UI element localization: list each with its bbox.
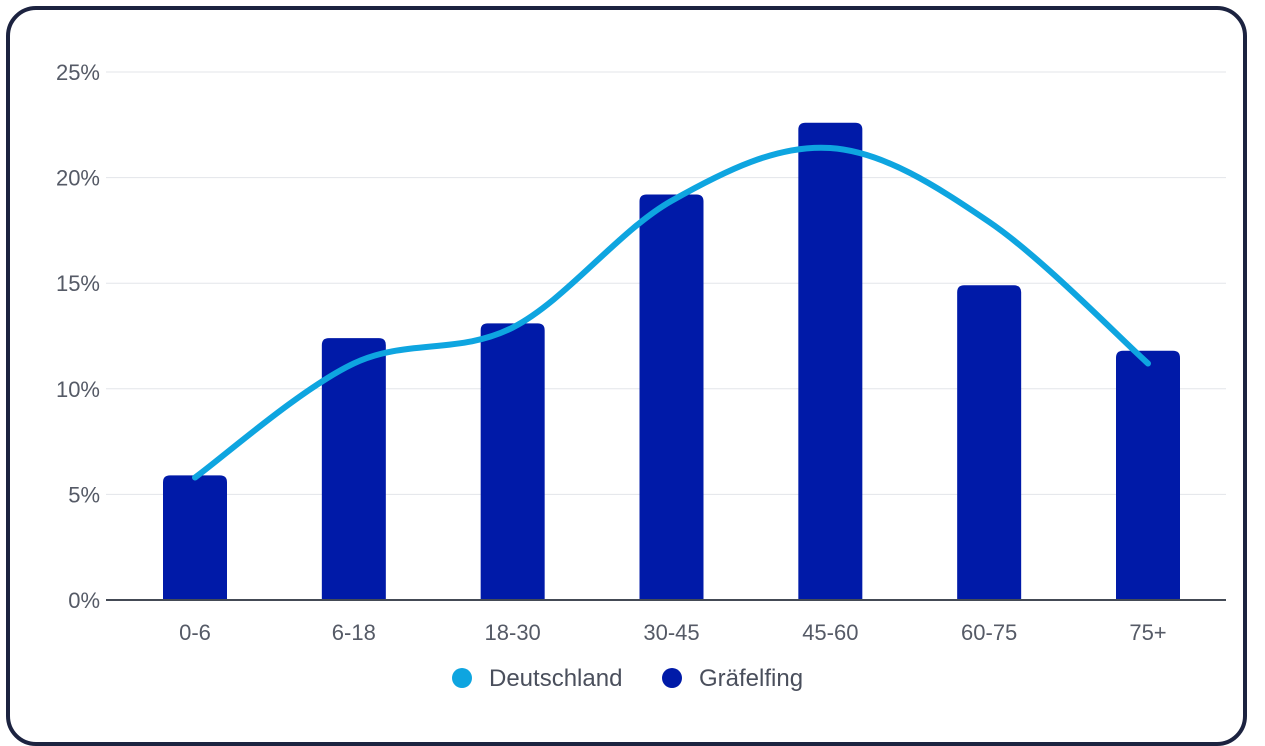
y-tick-label: 0% <box>68 588 100 613</box>
y-tick-label: 20% <box>56 166 100 191</box>
legend-label-deutschland: Deutschland <box>489 665 622 692</box>
legend-label-graefelfing: Gräfelfing <box>699 665 803 692</box>
x-tick-label: 45-60 <box>802 620 858 645</box>
x-tick-label: 6-18 <box>332 620 376 645</box>
x-tick-label: 30-45 <box>643 620 699 645</box>
chart-card <box>6 6 1247 746</box>
age-distribution-chart: 0% 5% 10% 15% 20% 25% 0-6 6-18 18-30 30-45 45-60 6… <box>56 60 1226 692</box>
x-tick-label: 18-30 <box>485 620 541 645</box>
line-series-deutschland <box>192 144 1151 481</box>
x-tick-label: 60-75 <box>961 620 1017 645</box>
bar-75+[interactable] <box>1116 350 1180 600</box>
bar-30-45[interactable] <box>639 194 704 600</box>
y-axis-ticks: 0% 5% 10% 15% 20% 25% <box>56 60 100 613</box>
bar-series-graefelfing <box>163 122 1180 601</box>
y-tick-label: 25% <box>56 60 100 85</box>
legend-marker-deutschland <box>452 668 472 688</box>
x-tick-label: 75+ <box>1129 620 1166 645</box>
x-axis-ticks: 0-6 6-18 18-30 30-45 45-60 60-75 75+ <box>179 620 1167 645</box>
bar-18-30[interactable] <box>480 323 545 600</box>
bar-6-18[interactable] <box>321 338 386 600</box>
y-tick-label: 15% <box>56 271 100 296</box>
bar-45-60[interactable] <box>798 122 863 601</box>
y-tick-label: 10% <box>56 377 100 402</box>
bar-0-6[interactable] <box>163 475 227 600</box>
legend: Deutschland Gräfelfing <box>452 665 803 692</box>
x-tick-label: 0-6 <box>179 620 211 645</box>
bar-60-75[interactable] <box>957 285 1022 600</box>
y-tick-label: 5% <box>68 482 100 507</box>
legend-marker-graefelfing <box>662 668 682 688</box>
